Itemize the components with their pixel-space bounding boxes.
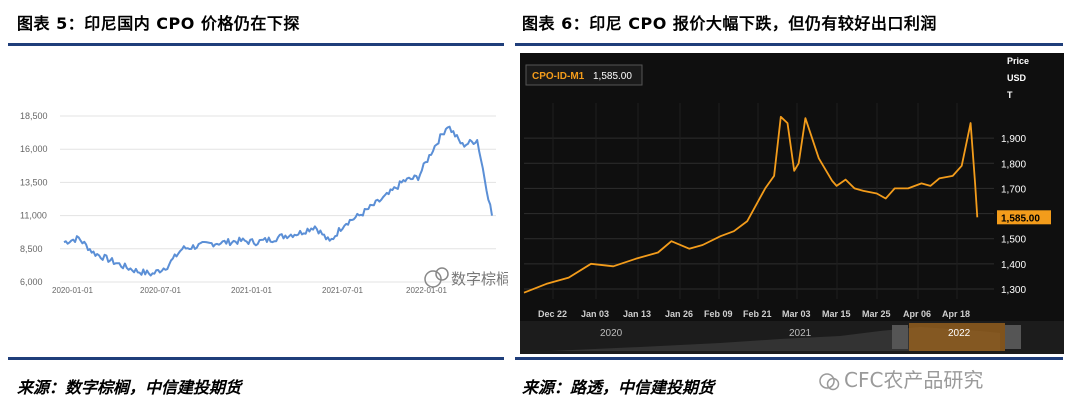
page-watermark: CFC农产品研究: [818, 364, 983, 393]
chart6-xtick-label: Feb 21: [743, 309, 772, 319]
axis-header-price: Price: [1007, 56, 1029, 66]
legend-series-name: CPO-ID-M1: [532, 71, 585, 82]
chart5-title: 图表 5：印尼国内 CPO 价格仍在下探: [17, 14, 300, 33]
chart6-xtick-label: Apr 06: [903, 309, 931, 319]
navigator-left-handle[interactable]: [892, 325, 908, 349]
nav-year-2021: 2021: [789, 328, 812, 339]
chart6-ytick-label: 1,800: [1001, 159, 1026, 170]
chart5-xtick-label: 2020-07-01: [140, 286, 181, 295]
title-rule-left: [8, 43, 504, 46]
chart6-ytick-label: 1,500: [1001, 235, 1026, 246]
chart5-plot: 18,500 16,000 13,500 11,000 8,500 6,000 2020-…: [18, 98, 508, 304]
chart5-ytick-label: 11,000: [20, 211, 47, 221]
nav-year-2022: 2022: [948, 328, 971, 339]
navigator-selection[interactable]: [909, 323, 1005, 351]
chart5-ytick-label: 16,000: [20, 144, 48, 154]
chart5-ytick-label: 13,500: [20, 177, 48, 187]
chart5-xtick-label: 2020-01-01: [52, 286, 93, 295]
chart5-series-line: [63, 125, 493, 277]
legend-series-value: 1,585.00: [593, 71, 632, 82]
chart6-legend: CPO-ID-M1 1,585.00: [525, 64, 643, 86]
chart6-title: 图表 6：印尼 CPO 报价大幅下跌，但仍有较好出口利润: [522, 14, 937, 33]
chart6-series-line: [523, 115, 979, 294]
wechat-icon: [819, 372, 840, 390]
svg-text:1,585.00: 1,585.00: [1001, 213, 1040, 224]
axis-header-currency: USD: [1007, 73, 1027, 83]
chart5-source: 来源：数字棕榈，中信建投期货: [17, 378, 242, 397]
chart6-xtick-label: Jan 13: [623, 309, 651, 319]
chart6-ytick-label: 1,700: [1001, 184, 1026, 195]
chart6-xtick-label: Mar 03: [782, 309, 811, 319]
chart6-source: 来源：路透，中信建投期货: [522, 378, 715, 397]
title-rule-right: [515, 43, 1063, 46]
chart5-ytick-label: 18,500: [20, 111, 48, 121]
bottom-rule-right: [515, 357, 1063, 360]
chart6-xtick-label: Feb 09: [704, 309, 733, 319]
chart5-xtick-label: 2021-01-01: [231, 286, 272, 295]
navigator-right-handle[interactable]: [1005, 325, 1021, 349]
chart6-plot: CPO-ID-M1 1,585.00 Price USD T 1,900 1,80…: [520, 53, 1064, 354]
last-price-tag: 1,585.00: [997, 210, 1051, 225]
chart5-xtick-label: 2022-01-01: [406, 286, 447, 295]
time-navigator[interactable]: 2020 2021 2022: [520, 321, 1064, 354]
chart6-xtick-label: Mar 15: [822, 309, 851, 319]
chart5-ytick-label: 6,000: [20, 277, 43, 287]
chart6-xtick-label: Jan 03: [581, 309, 609, 319]
chart6-xtick-label: Dec 22: [538, 309, 567, 319]
chart6-ytick-label: 1,400: [1001, 260, 1026, 271]
chart5-ytick-label: 8,500: [20, 244, 43, 254]
nav-year-2020: 2020: [600, 328, 623, 339]
chart6-xtick-label: Apr 18: [942, 309, 970, 319]
chart6-xtick-label: Jan 26: [665, 309, 693, 319]
axis-header-unit: T: [1007, 90, 1013, 100]
chart5-xtick-label: 2021-07-01: [322, 286, 363, 295]
chart6-xtick-label: Mar 25: [862, 309, 891, 319]
chart6-ytick-label: 1,300: [1001, 285, 1026, 296]
bottom-rule-left: [8, 357, 504, 360]
chart6-ytick-label: 1,900: [1001, 134, 1026, 145]
page-watermark-text: CFC农产品研究: [844, 368, 984, 392]
chart5-watermark-text: 数字棕榈: [451, 271, 508, 288]
chart5-watermark: 数字棕榈: [424, 267, 508, 288]
